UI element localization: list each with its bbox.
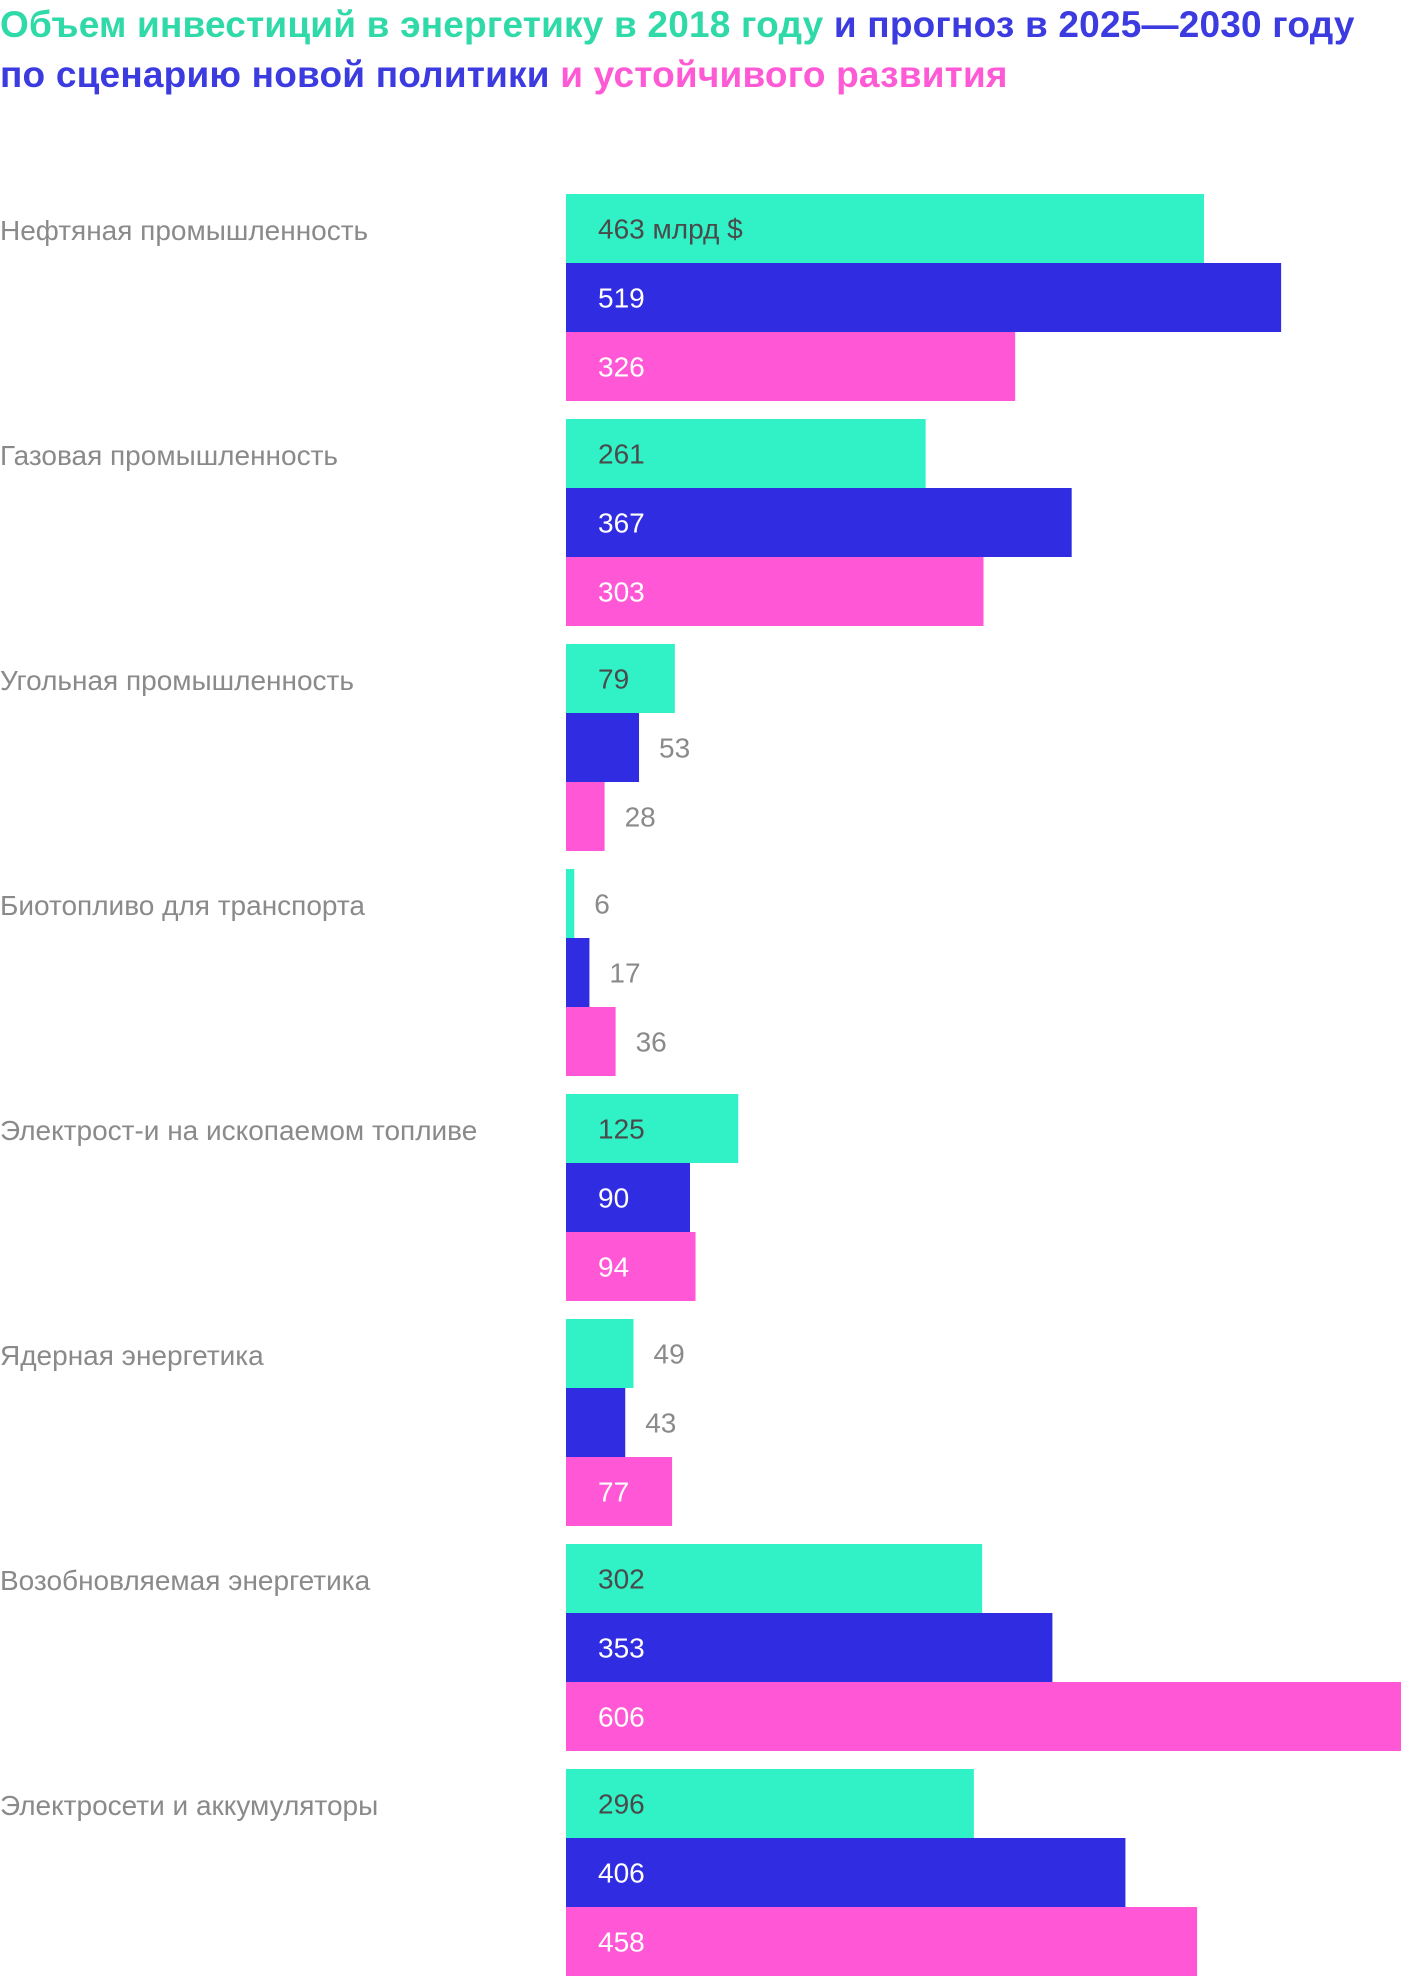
category-label: Биотопливо для транспорта xyxy=(0,890,365,921)
chart-title-part-3: и устойчивого развития xyxy=(560,54,1008,95)
value-label: 326 xyxy=(598,352,645,383)
value-label: 90 xyxy=(598,1183,629,1214)
chart-title-part-1: Объем инвестиций в энергетику в 2018 год… xyxy=(0,4,834,45)
bar xyxy=(566,1163,691,1232)
category-label: Возобновляемая энергетика xyxy=(0,1565,371,1596)
category-label: Ядерная энергетика xyxy=(0,1340,264,1371)
category-label: Нефтяная промышленность xyxy=(0,215,368,246)
bar xyxy=(566,557,984,626)
bar xyxy=(566,1613,1053,1682)
category-label: Угольная промышленность xyxy=(0,665,354,696)
bar xyxy=(566,1907,1198,1976)
value-label: 53 xyxy=(659,733,690,764)
value-label: 43 xyxy=(645,1408,676,1439)
chart-title-part-2: и прогноз в 2025—2030 году по сценарию н… xyxy=(0,4,1355,95)
value-label: 94 xyxy=(598,1252,629,1283)
bar xyxy=(566,1838,1126,1907)
value-label: 458 xyxy=(598,1927,645,1958)
bar xyxy=(566,1388,626,1457)
bar xyxy=(566,194,1204,263)
bar xyxy=(566,1094,739,1163)
value-label: 302 xyxy=(598,1564,645,1595)
value-label: 125 xyxy=(598,1114,645,1145)
bar xyxy=(566,1682,1401,1751)
value-label: 367 xyxy=(598,508,645,539)
value-label: 79 xyxy=(598,664,629,695)
bar xyxy=(566,1232,696,1301)
value-label: 77 xyxy=(598,1477,629,1508)
value-label: 353 xyxy=(598,1633,645,1664)
category-label: Газовая промышленность xyxy=(0,440,338,471)
value-label: 406 xyxy=(598,1858,645,1889)
bar xyxy=(566,869,575,938)
category-label: Электросети и аккумуляторы xyxy=(0,1790,378,1821)
value-label: 49 xyxy=(654,1339,685,1370)
value-label: 6 xyxy=(594,889,610,920)
bar xyxy=(566,1007,616,1076)
value-label: 606 xyxy=(598,1702,645,1733)
bar xyxy=(566,938,590,1007)
bar xyxy=(566,644,675,713)
value-label: 303 xyxy=(598,577,645,608)
value-label: 17 xyxy=(609,958,640,989)
value-label: 519 xyxy=(598,283,645,314)
value-label: 463 млрд $ xyxy=(598,214,743,245)
bar xyxy=(566,713,640,782)
category-label: Электрост-и на ископаемом топливе xyxy=(0,1115,477,1146)
bar xyxy=(566,488,1072,557)
bar xyxy=(566,1769,974,1838)
value-label: 261 xyxy=(598,439,645,470)
chart-title: Объем инвестиций в энергетику в 2018 год… xyxy=(0,0,1380,100)
value-label: 296 xyxy=(598,1789,645,1820)
bar xyxy=(566,263,1282,332)
bar xyxy=(566,419,926,488)
bar xyxy=(566,1544,983,1613)
bar xyxy=(566,1457,673,1526)
value-label: 28 xyxy=(625,802,656,833)
value-label: 36 xyxy=(636,1027,667,1058)
bar xyxy=(566,1319,634,1388)
bar xyxy=(566,782,605,851)
bar xyxy=(566,332,1016,401)
